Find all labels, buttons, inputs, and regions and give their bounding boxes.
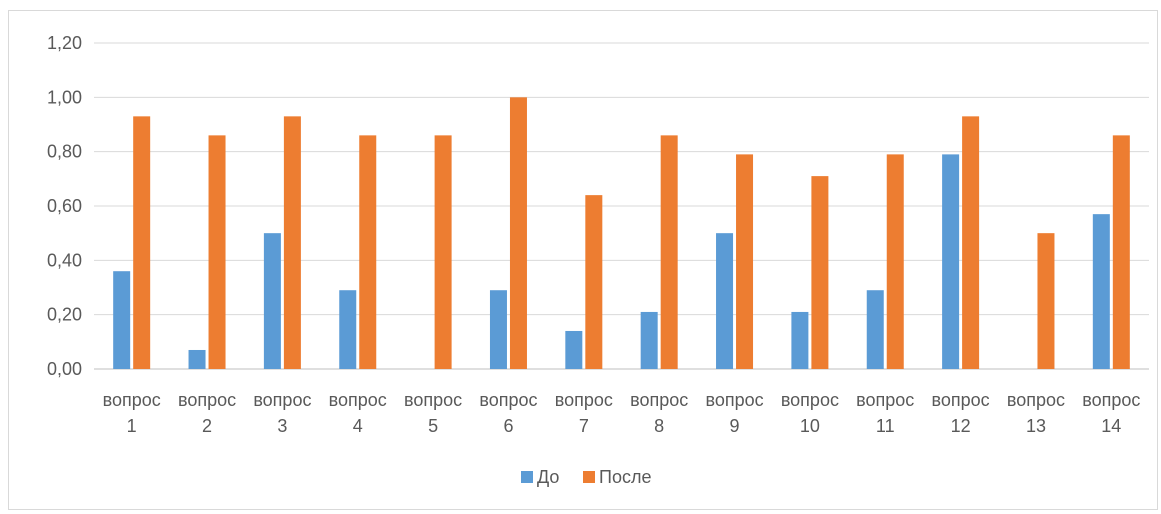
x-tick-label: вопрос [1082, 390, 1140, 410]
bar-posle-14 [1112, 135, 1130, 369]
x-tick-label: вопрос [630, 390, 688, 410]
x-tick-number: 3 [277, 416, 287, 436]
bar-posle-11 [886, 154, 904, 369]
bar-posle-7 [585, 195, 603, 369]
bar-do-1 [113, 271, 131, 369]
x-tick-number: 8 [654, 416, 664, 436]
x-tick-number: 14 [1101, 416, 1121, 436]
bar-do-3 [263, 233, 281, 369]
y-tick-label: 0,00 [47, 359, 82, 379]
x-tick-number: 12 [951, 416, 971, 436]
x-tick-label: вопрос [932, 390, 990, 410]
bar-chart: 0,000,200,400,600,801,001,20 вопрос1вопр… [47, 33, 1149, 487]
legend-label-do: До [537, 467, 559, 487]
bars [113, 97, 1130, 369]
gridlines [94, 42, 1149, 370]
bar-posle-10 [811, 176, 829, 369]
x-tick-number: 6 [503, 416, 513, 436]
x-tick-number: 13 [1026, 416, 1046, 436]
x-tick-number: 2 [202, 416, 212, 436]
bar-do-12 [942, 154, 960, 369]
legend: До После [521, 467, 651, 487]
x-tick-number: 11 [876, 416, 895, 436]
x-tick-label: вопрос [178, 390, 236, 410]
x-tick-number: 9 [730, 416, 740, 436]
legend-label-posle: После [599, 467, 651, 487]
x-tick-number: 10 [800, 416, 820, 436]
bar-do-7 [565, 330, 583, 369]
x-tick-label: вопрос [479, 390, 537, 410]
legend-swatch-posle [583, 471, 595, 483]
legend-swatch-do [521, 471, 533, 483]
bar-do-9 [716, 233, 734, 369]
bar-posle-6 [509, 97, 527, 369]
bar-do-8 [640, 311, 658, 369]
bar-do-10 [791, 311, 809, 369]
x-tick-label: вопрос [1007, 390, 1065, 410]
chart-area: 0,00 0,20 0,40 0,60 0,80 1,00 1,20 вопрос 1 вопр… [8, 10, 1158, 510]
x-tick-number: 4 [353, 416, 363, 436]
y-tick-label: 0,80 [47, 142, 82, 162]
bar-posle-13 [1037, 233, 1055, 369]
y-tick-label: 0,60 [47, 196, 82, 216]
bar-posle-9 [736, 154, 754, 369]
bar-do-4 [339, 290, 357, 369]
x-tick-number: 5 [428, 416, 438, 436]
x-tick-label: вопрос [103, 390, 161, 410]
x-tick-number: 7 [579, 416, 589, 436]
x-tick-label: вопрос [705, 390, 763, 410]
x-tick-label: вопрос [404, 390, 462, 410]
x-tick-label: вопрос [856, 390, 914, 410]
bar-posle-2 [208, 135, 226, 369]
bar-posle-1 [133, 116, 151, 369]
bar-do-2 [188, 349, 206, 369]
bar-posle-8 [660, 135, 678, 369]
y-tick-label: 0,20 [47, 305, 82, 325]
bar-posle-4 [359, 135, 377, 369]
y-tick-label: 1,20 [47, 33, 82, 53]
bar-posle-12 [962, 116, 980, 369]
bar-posle-3 [283, 116, 301, 369]
x-tick-number: 1 [127, 416, 137, 436]
y-tick-label: 0,40 [47, 250, 82, 270]
bar-do-6 [489, 290, 507, 369]
x-tick-label: вопрос [781, 390, 839, 410]
y-tick-label: 1,00 [47, 87, 82, 107]
bar-do-11 [866, 290, 884, 369]
x-axis: вопрос 1 вопрос 2 вопрос 3 вопрос 4 вопрос 5 вопро… [103, 390, 1141, 436]
bar-posle-5 [434, 135, 452, 369]
y-axis: 0,00 0,20 0,40 0,60 0,80 1,00 1,20 [47, 33, 82, 379]
x-tick-label: вопрос [253, 390, 311, 410]
x-tick-label: вопрос [329, 390, 387, 410]
bar-do-14 [1092, 214, 1110, 369]
x-tick-label: вопрос [555, 390, 613, 410]
